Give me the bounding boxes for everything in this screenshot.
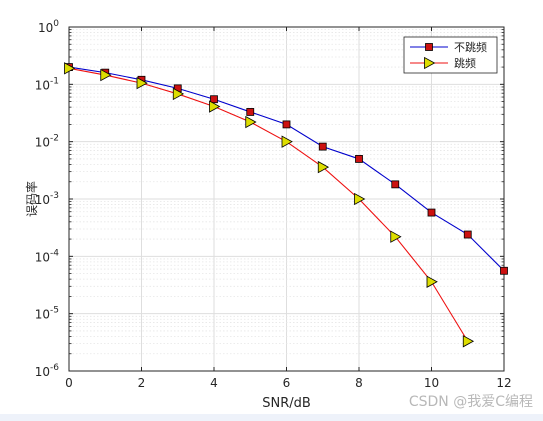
data-point-triangle [462, 335, 475, 348]
data-point-square [282, 120, 291, 129]
series-line [68, 67, 469, 342]
series-layer [64, 62, 508, 348]
y-axis-label: 误码率 [24, 181, 39, 217]
data-point-square [425, 43, 433, 51]
y-tick-label: 100 [38, 19, 59, 35]
data-point-square [355, 155, 363, 163]
series-2 [64, 62, 475, 348]
y-tick-label: 10-4 [35, 248, 60, 264]
y-tick-label: 10-5 [35, 306, 59, 322]
data-point-square [210, 95, 218, 104]
data-point-triangle [354, 192, 366, 206]
x-tick-label: 12 [496, 376, 511, 390]
y-tick-label: 10-6 [35, 363, 60, 379]
data-point-triangle [209, 100, 221, 113]
legend-label: 跳频 [454, 56, 476, 70]
x-tick-label: 10 [424, 376, 439, 390]
data-point-square [427, 208, 436, 217]
data-point-square [318, 142, 327, 151]
data-point-triangle [245, 115, 257, 129]
x-tick-label: 0 [65, 376, 73, 390]
data-point-triangle [100, 68, 112, 82]
x-axis-ticks: 0 2 4 6 8 10 12 [65, 27, 512, 390]
x-tick-label: 6 [283, 376, 291, 390]
data-point-triangle [426, 275, 438, 288]
x-axis-label: SNR/dB [262, 396, 311, 411]
data-point-square [463, 230, 472, 239]
legend-box [403, 36, 498, 74]
data-point-triangle [172, 87, 185, 101]
y-tick-label: 10-2 [35, 134, 59, 150]
data-point-square [246, 108, 255, 116]
data-point-triangle [424, 56, 436, 70]
x-tick-label: 8 [355, 376, 363, 390]
watermark-text: CSDN @我爱C编程 [408, 394, 533, 410]
data-point-triangle [281, 135, 293, 148]
data-point-triangle [136, 76, 148, 90]
data-point-triangle [64, 62, 76, 75]
data-point-square [500, 266, 508, 275]
data-point-triangle [317, 160, 330, 174]
x-tick-label: 2 [138, 376, 146, 390]
y-tick-label: 10-1 [35, 76, 59, 92]
legend-label: 不跳频 [454, 40, 487, 54]
data-point-triangle [390, 230, 402, 243]
footer-strip [0, 414, 543, 421]
data-point-square [391, 180, 400, 189]
x-tick-label: 4 [210, 376, 218, 390]
